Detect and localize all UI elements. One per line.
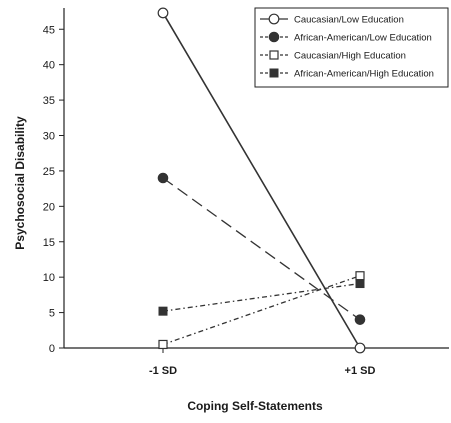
legend-label: African-American/Low Education	[294, 33, 432, 44]
open-circle-marker	[157, 7, 169, 19]
series-line	[162, 12, 361, 349]
y-axis-title: Psychosocial Disability	[13, 116, 27, 250]
x-tick-label: +1 SD	[345, 365, 376, 377]
legend: Caucasian/Low Education African-American/…	[254, 7, 449, 88]
y-tick-label: 25	[43, 166, 55, 178]
legend-box	[254, 7, 449, 88]
open-circle-marker	[268, 13, 280, 25]
y-tick-label: 15	[43, 237, 55, 249]
x-axis-title: Coping Self-Statements	[187, 399, 323, 413]
series-line	[162, 275, 361, 346]
legend-label: Caucasian/Low Education	[294, 15, 404, 26]
filled-circle-marker	[354, 314, 366, 325]
series-line	[162, 177, 361, 321]
y-tick-label: 0	[49, 343, 55, 355]
series-lines	[157, 7, 366, 354]
x-axis-ticks: -1 SD +1 SD	[149, 348, 376, 377]
y-tick-label: 35	[43, 95, 55, 107]
x-tick-label: -1 SD	[149, 365, 177, 377]
open-square-marker	[269, 50, 279, 60]
series-line	[162, 282, 361, 312]
y-tick-label: 20	[43, 201, 55, 213]
filled-square-marker	[158, 306, 168, 316]
y-tick-label: 45	[43, 24, 55, 36]
filled-square-marker	[269, 68, 279, 78]
filled-circle-marker	[268, 31, 280, 43]
open-square-marker	[158, 339, 168, 350]
open-circle-marker	[354, 342, 366, 354]
legend-label: African-American/High Education	[294, 69, 434, 80]
y-axis-ticks: 0 5 10 15 20 25 30 35 40 45	[43, 24, 64, 355]
filled-circle-marker	[157, 172, 169, 184]
legend-label: Caucasian/High Education	[294, 51, 406, 62]
y-tick-label: 30	[43, 131, 55, 143]
y-tick-label: 40	[43, 60, 55, 72]
y-tick-label: 10	[43, 272, 55, 284]
open-square-marker	[355, 271, 365, 281]
filled-square-marker	[355, 279, 365, 289]
y-tick-label: 5	[49, 308, 55, 320]
